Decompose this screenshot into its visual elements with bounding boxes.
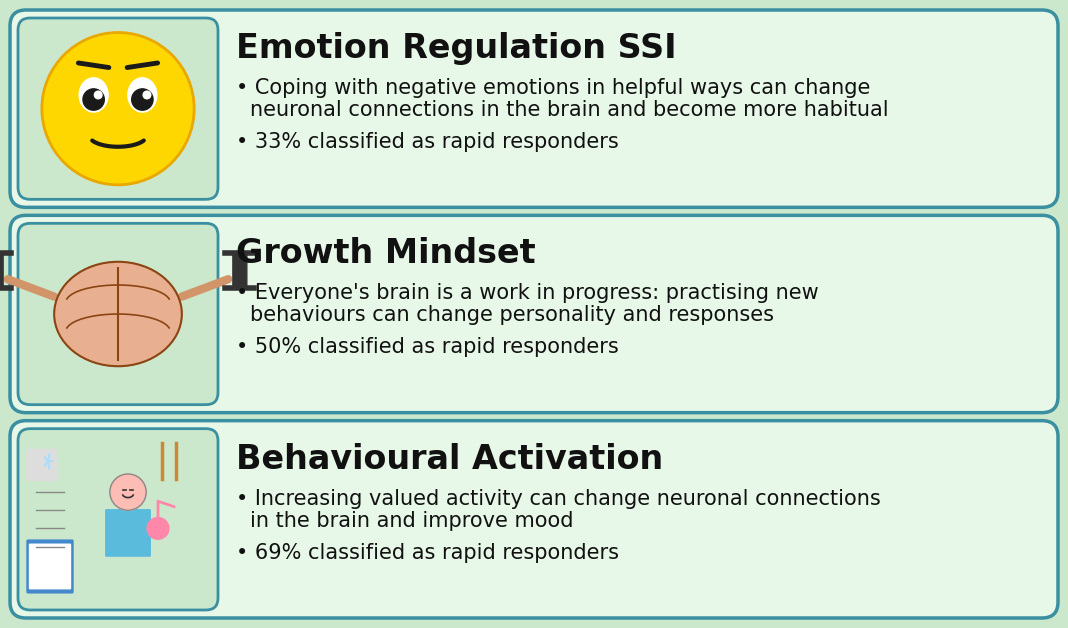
FancyBboxPatch shape: [30, 544, 70, 588]
FancyBboxPatch shape: [0, 253, 3, 288]
Text: in the brain and improve mood: in the brain and improve mood: [250, 511, 574, 531]
FancyBboxPatch shape: [27, 540, 73, 593]
Circle shape: [143, 91, 151, 99]
Circle shape: [147, 517, 169, 539]
Circle shape: [131, 89, 153, 110]
Text: • 50% classified as rapid responders: • 50% classified as rapid responders: [236, 337, 618, 357]
FancyBboxPatch shape: [233, 253, 247, 288]
FancyBboxPatch shape: [10, 421, 1058, 618]
Circle shape: [42, 33, 194, 185]
Text: behaviours can change personality and responses: behaviours can change personality and re…: [250, 305, 774, 325]
Ellipse shape: [128, 78, 157, 112]
Text: neuronal connections in the brain and become more habitual: neuronal connections in the brain and be…: [250, 100, 889, 120]
FancyBboxPatch shape: [18, 429, 218, 610]
FancyBboxPatch shape: [18, 18, 218, 199]
Ellipse shape: [54, 262, 182, 366]
Circle shape: [94, 91, 103, 99]
Text: Emotion Regulation SSI: Emotion Regulation SSI: [236, 32, 677, 65]
FancyBboxPatch shape: [27, 450, 57, 480]
Text: • Increasing valued activity can change neuronal connections: • Increasing valued activity can change …: [236, 489, 881, 509]
Text: • 69% classified as rapid responders: • 69% classified as rapid responders: [236, 543, 619, 563]
Circle shape: [110, 474, 146, 511]
Text: • Coping with negative emotions in helpful ways can change: • Coping with negative emotions in helpf…: [236, 78, 870, 98]
Text: • Everyone's brain is a work in progress: practising new: • Everyone's brain is a work in progress…: [236, 283, 819, 303]
Text: Growth Mindset: Growth Mindset: [236, 237, 536, 270]
FancyBboxPatch shape: [18, 224, 218, 404]
Ellipse shape: [79, 78, 108, 112]
FancyBboxPatch shape: [10, 215, 1058, 413]
Text: • 33% classified as rapid responders: • 33% classified as rapid responders: [236, 132, 618, 152]
Text: Behavioural Activation: Behavioural Activation: [236, 443, 663, 475]
FancyBboxPatch shape: [106, 510, 151, 556]
FancyBboxPatch shape: [10, 10, 1058, 207]
Circle shape: [83, 89, 105, 110]
